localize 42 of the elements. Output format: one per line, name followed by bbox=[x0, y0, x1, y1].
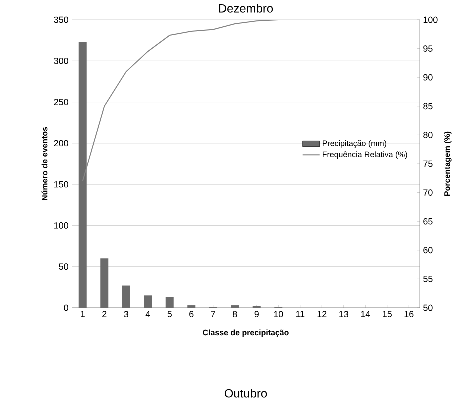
bar bbox=[166, 297, 174, 308]
x-tick-label: 11 bbox=[296, 311, 305, 318]
x-tick-label: 8 bbox=[233, 311, 238, 318]
y-tick-label: 350 bbox=[54, 16, 68, 24]
y2-tick-label: 80 bbox=[424, 132, 433, 138]
x-tick-label: 4 bbox=[146, 311, 150, 318]
x-tick-label: 5 bbox=[168, 311, 172, 318]
y-tick-label: 300 bbox=[54, 58, 68, 64]
bar bbox=[78, 42, 87, 308]
x-tick-label: 12 bbox=[318, 311, 327, 318]
y2-tick-label: 90 bbox=[424, 74, 433, 81]
x-tick-label: 14 bbox=[361, 311, 370, 318]
text: Outubro bbox=[224, 389, 268, 398]
y-tick-label: 250 bbox=[54, 99, 68, 106]
y-tick-label: 0 bbox=[64, 304, 68, 312]
y2-tick-label: 85 bbox=[424, 103, 433, 110]
bar bbox=[144, 296, 152, 308]
y2-tick-label: 100 bbox=[424, 16, 438, 24]
y2-tick-label: 65 bbox=[424, 218, 433, 225]
y2-tick-label: 75 bbox=[424, 160, 433, 168]
bar bbox=[100, 258, 109, 308]
y-tick-label: 150 bbox=[54, 181, 68, 188]
x-tick-label: 13 bbox=[340, 311, 348, 318]
x-tick-label: 15 bbox=[383, 311, 392, 318]
y2-tick-label: 60 bbox=[424, 247, 433, 254]
y-tick-label: 50 bbox=[59, 264, 68, 270]
y2-tick-label: 95 bbox=[424, 46, 433, 52]
x-tick-label: 1 bbox=[81, 311, 85, 318]
x-tick-label: 3 bbox=[124, 311, 128, 318]
x-tick-label: 10 bbox=[274, 311, 284, 318]
x-tick-label: 9 bbox=[254, 311, 259, 318]
x-tick-label: 7 bbox=[211, 311, 216, 318]
x-tick-label: 6 bbox=[190, 311, 194, 318]
y-tick-label: 200 bbox=[54, 140, 68, 147]
bar bbox=[122, 286, 130, 308]
y2-tick-label: 55 bbox=[424, 276, 433, 282]
x-tick-label: 16 bbox=[404, 311, 414, 318]
y2-tick-label: 50 bbox=[424, 304, 433, 312]
x-tick-label: 2 bbox=[102, 311, 107, 318]
y-tick-label: 100 bbox=[54, 222, 68, 229]
chart-title: Dezembro bbox=[219, 4, 274, 13]
y2-tick-label: 70 bbox=[424, 190, 433, 196]
